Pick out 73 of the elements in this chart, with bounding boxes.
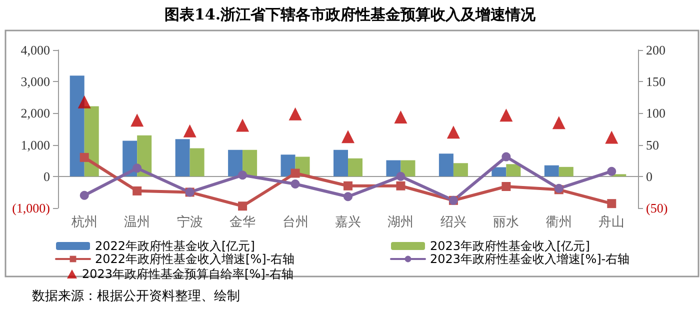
source-note: 数据来源：根据公开资料整理、绘制 (32, 289, 240, 304)
point (132, 186, 142, 196)
point (238, 170, 248, 180)
point (238, 202, 248, 211)
x-tick-label: 嘉兴 (335, 215, 361, 230)
bar (492, 167, 506, 176)
bar (386, 160, 401, 176)
y-tick-label: 1,000 (20, 137, 50, 152)
point (344, 192, 352, 202)
bar (190, 148, 204, 176)
x-tick-label: 台州 (282, 215, 308, 230)
y-tick-label: 4,000 (20, 42, 50, 58)
point (183, 124, 196, 138)
y2-tick-label: 150 (646, 74, 666, 90)
bar (544, 165, 559, 176)
bar (228, 150, 243, 176)
point (502, 152, 511, 162)
y2-tick-label: 50 (646, 137, 659, 152)
bar (453, 163, 468, 176)
point (394, 110, 408, 124)
point (607, 199, 616, 208)
point (502, 182, 511, 192)
bar (438, 154, 454, 176)
x-tick-label: 温州 (124, 215, 150, 230)
point (446, 126, 460, 139)
point (607, 166, 616, 176)
point (130, 114, 144, 127)
y-tick-label: (1,000) (12, 200, 50, 216)
point (78, 95, 91, 108)
point (605, 130, 618, 144)
bar (175, 139, 190, 176)
x-tick-label: 丽水 (493, 215, 520, 230)
y-tick-label: 3,000 (20, 74, 50, 90)
point (396, 172, 406, 181)
bar (558, 166, 574, 176)
y2-tick-label: (50) (646, 200, 668, 216)
chart-title: 图表14.浙江省下辖各市政府性基金预算收入及增速情况 (164, 6, 537, 24)
x-tick-label: 绍兴 (440, 215, 466, 230)
bar (242, 150, 258, 176)
bar (84, 106, 99, 176)
point (236, 118, 250, 132)
legend-label: 2023年政府性基金预算自给率[%]-右轴 (82, 267, 294, 281)
point (288, 107, 302, 120)
point (552, 116, 566, 130)
x-tick-label: 金华 (230, 215, 256, 230)
y2-tick-label: 200 (646, 42, 666, 58)
point (344, 181, 352, 190)
y2-tick-label: 0 (646, 168, 652, 184)
y-tick-label: 2,000 (20, 106, 50, 121)
x-tick-label: 舟山 (598, 215, 625, 230)
y2-tick-label: 100 (646, 106, 666, 121)
point (396, 181, 406, 190)
x-tick-label: 衢州 (546, 215, 572, 230)
point (342, 130, 354, 144)
y-tick-label: 0 (44, 168, 50, 184)
point (80, 152, 89, 162)
point (290, 179, 300, 188)
point (290, 168, 300, 178)
legend-label: 2023年政府性基金收入增速[%]-右轴 (430, 252, 630, 266)
x-tick-label: 湖州 (388, 215, 414, 230)
bar (400, 160, 416, 176)
legend-label: 2023年政府性基金收入[亿元] (430, 239, 590, 253)
x-tick-label: 宁波 (176, 214, 203, 230)
legend-label: 2022年政府性基金收入[亿元] (95, 239, 255, 253)
bar (70, 76, 84, 176)
point (500, 108, 513, 122)
point (80, 190, 89, 200)
legend-label: 2022年政府性基金收入增速[%]-右轴 (95, 252, 295, 266)
bar (348, 158, 362, 176)
x-tick-label: 杭州 (70, 215, 98, 230)
point (132, 164, 142, 173)
bar (506, 164, 521, 176)
bar (334, 150, 348, 176)
